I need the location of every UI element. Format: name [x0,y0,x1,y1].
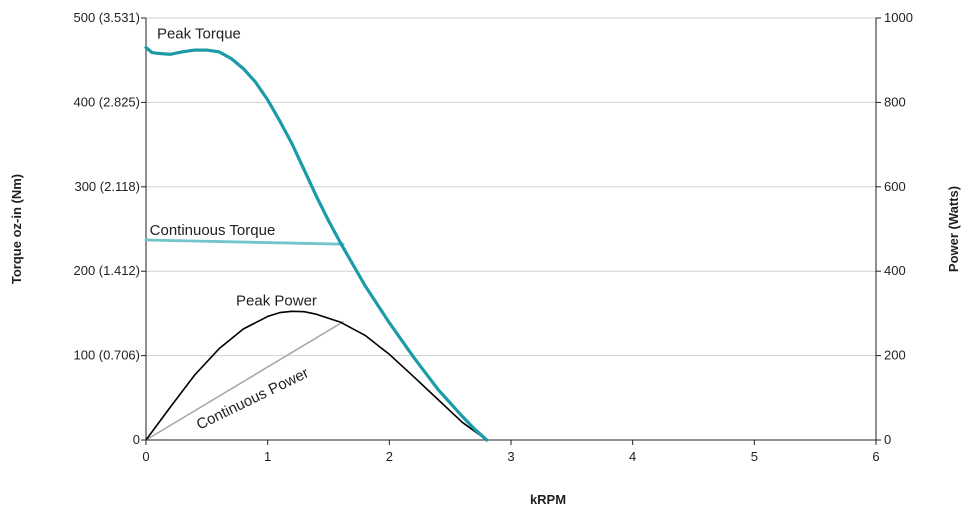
peak-torque-line [144,45,489,442]
y-right-tick-label: 400 [884,263,906,278]
y-left-tick-label: 300 (2.118) [74,179,140,194]
peak-torque-label: Peak Torque [157,25,241,42]
x-tick-label: 2 [386,449,393,464]
continuous-power-label: Continuous Power [194,364,312,433]
y-left-tick-label: 0 [133,432,140,447]
y-right-tick-label: 600 [884,179,906,194]
x-tick-label: 5 [751,449,758,464]
x-tick-label: 4 [629,449,636,464]
y-right-tick-label: 800 [884,94,906,109]
series-lines [144,45,489,442]
peak-power-label: Peak Power [236,292,317,309]
y-left-tick-label: 100 (0.706) [74,348,141,363]
y-right-tick-label: 1000 [884,10,913,25]
x-tick-label: 6 [872,449,879,464]
y-left-tick-label: 400 (2.825) [74,94,141,109]
x-tick-label: 1 [264,449,271,464]
continuous-torque-label: Continuous Torque [150,222,276,239]
continuous-torque-line [144,238,345,246]
x-tick-label: 0 [142,449,149,464]
y-right-axis-title: Power (Watts) [946,186,961,272]
x-axis-title: kRPM [530,492,566,507]
y-left-axis-title: Torque oz-in (Nm) [9,174,24,284]
continuous-power-line [145,320,344,441]
labels: Peak Torque Continuous Torque Peak Power Co… [150,25,317,433]
y-left-tick-label: 200 (1.412) [74,263,141,278]
peak-power-line [145,310,488,441]
y-left-tick-label: 500 (3.531) [74,10,141,25]
x-tick-label: 3 [507,449,514,464]
y-right-tick-label: 200 [884,348,906,363]
y-right-tick-label: 0 [884,432,891,447]
